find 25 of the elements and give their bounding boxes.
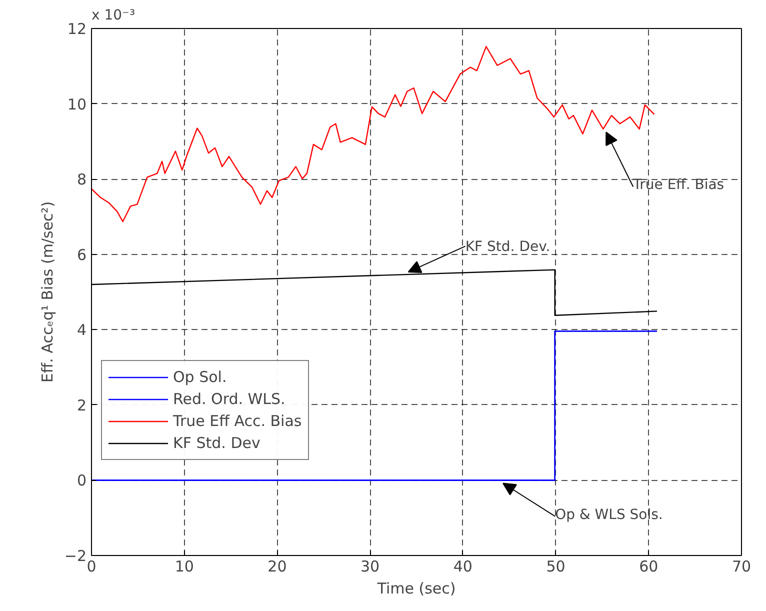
annotation: KF Std. Dev. (465, 239, 550, 256)
x-tick-label: 10 (174, 558, 194, 576)
legend-label: True Eff Acc. Bias (173, 411, 302, 431)
y-tick-label: 12 (67, 20, 87, 38)
x-tick-label: 40 (453, 558, 472, 576)
x-tick-label: 50 (546, 558, 566, 576)
legend-label: KF Std. Dev (173, 433, 260, 453)
y-tick-label: 4 (76, 321, 87, 340)
annotation: True Eff. Bias (632, 177, 724, 194)
x-tick-label: 30 (360, 558, 380, 576)
y-axis-title: Eff. Accₑq¹ Bias (m/sec²) (38, 201, 56, 383)
y-tick-label: −2 (64, 547, 87, 565)
x-tick-label: 20 (268, 558, 287, 576)
legend-label: Red. Ord. WLS. (173, 389, 286, 409)
y-tick-label: 10 (67, 95, 87, 114)
legend-label: Op Sol. (173, 367, 227, 387)
y-tick-label: 8 (76, 170, 87, 189)
y-tick-label: 2 (76, 396, 87, 414)
y-tick-label: 6 (76, 246, 87, 264)
x-tick-label: 60 (639, 558, 658, 576)
annotation: Op & WLS Sols. (555, 507, 663, 524)
x-tick-label: 70 (732, 558, 752, 576)
y-tick-label: 0 (76, 472, 87, 490)
text: x 10⁻³ (92, 8, 136, 24)
x-axis-title: Time (sec) (376, 580, 456, 598)
